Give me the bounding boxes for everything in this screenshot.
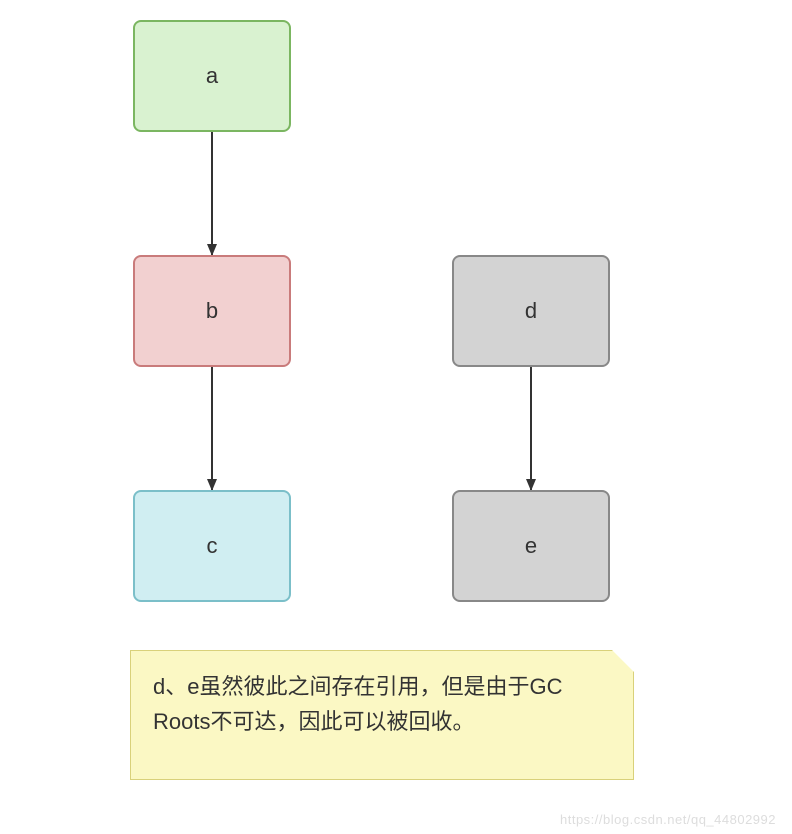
watermark-text: https://blog.csdn.net/qq_44802992 [560, 812, 776, 827]
note-text: d、e虽然彼此之间存在引用，但是由于GC Roots不可达，因此可以被回收。 [153, 674, 562, 734]
node-b: b [133, 255, 291, 367]
diagram-canvas: a b c d e d、e虽然彼此之间存在引用，但是由于GC Roots不可达，因此可以… [0, 0, 792, 834]
node-e: e [452, 490, 610, 602]
node-c: c [133, 490, 291, 602]
note-fold-icon [612, 650, 634, 672]
node-a: a [133, 20, 291, 132]
note-box: d、e虽然彼此之间存在引用，但是由于GC Roots不可达，因此可以被回收。 [130, 650, 634, 780]
node-d: d [452, 255, 610, 367]
